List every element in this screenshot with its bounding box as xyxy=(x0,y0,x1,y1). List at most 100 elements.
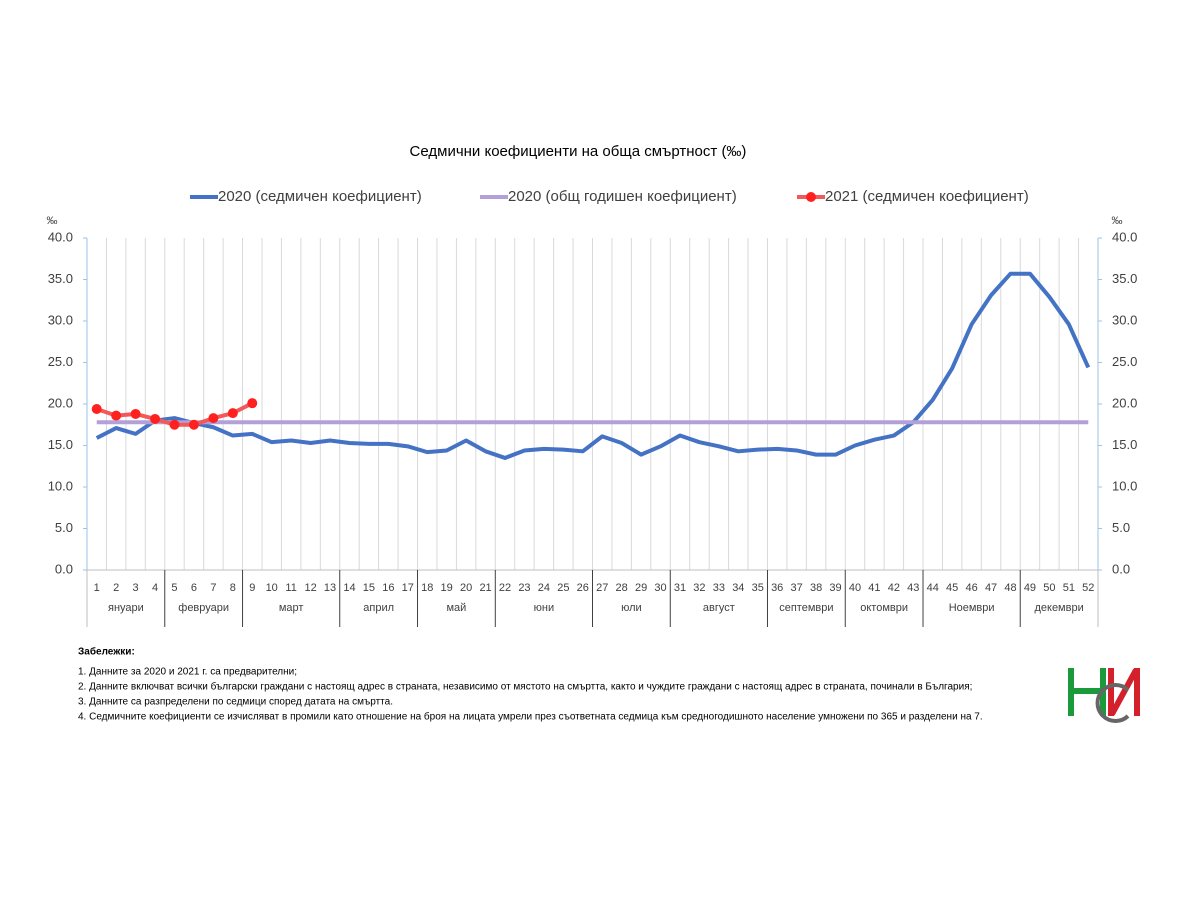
x-tick-label: 36 xyxy=(771,582,783,594)
series-marker xyxy=(227,408,238,419)
x-tick-label: 14 xyxy=(343,582,355,594)
x-tick-label: 23 xyxy=(518,582,530,594)
note-line: 4. Седмичните коефициенти се изчисляват … xyxy=(78,711,983,723)
x-tick-label: 29 xyxy=(635,582,647,594)
x-tick-label: 19 xyxy=(441,582,453,594)
x-tick-label: 43 xyxy=(907,582,919,594)
month-label: септември xyxy=(779,602,833,614)
note-line: 1. Данните за 2020 и 2021 г. са предвари… xyxy=(78,667,297,678)
x-tick-label: 27 xyxy=(596,582,608,594)
y2-axis-label: ‰ xyxy=(1112,215,1123,227)
notes-title: Забележки: xyxy=(78,646,135,658)
x-tick-label: 38 xyxy=(810,582,822,594)
x-tick-label: 32 xyxy=(693,582,705,594)
x-tick-label: 20 xyxy=(460,582,472,594)
month-label: юли xyxy=(621,602,642,614)
x-tick-label: 7 xyxy=(210,582,216,594)
x-tick-label: 22 xyxy=(499,582,511,594)
x-tick-label: 9 xyxy=(249,582,255,594)
x-tick-label: 12 xyxy=(304,582,316,594)
x-tick-label: 11 xyxy=(285,582,296,594)
x-tick-label: 39 xyxy=(829,582,841,594)
x-tick-label: 16 xyxy=(382,582,394,594)
month-label: май xyxy=(446,602,466,614)
series-marker xyxy=(130,408,141,419)
y-tick-label: 5.0 xyxy=(55,520,73,535)
x-tick-label: 6 xyxy=(191,582,197,594)
month-label: януари xyxy=(108,602,144,614)
x-tick-label: 44 xyxy=(927,582,939,594)
series-marker xyxy=(91,403,102,414)
y-tick-label: 10.0 xyxy=(48,478,73,493)
x-tick-label: 28 xyxy=(616,582,628,594)
x-tick-label: 25 xyxy=(557,582,569,594)
x-tick-label: 21 xyxy=(479,582,491,594)
y2-tick-label: 25.0 xyxy=(1112,354,1137,369)
y2-tick-label: 15.0 xyxy=(1112,437,1137,452)
y2-tick-label: 35.0 xyxy=(1112,271,1137,286)
series-marker xyxy=(111,410,122,421)
x-tick-label: 10 xyxy=(266,582,278,594)
y-tick-label: 25.0 xyxy=(48,354,73,369)
x-tick-label: 47 xyxy=(985,582,997,594)
x-tick-label: 48 xyxy=(1004,582,1016,594)
x-tick-label: 42 xyxy=(888,582,900,594)
x-tick-label: 30 xyxy=(654,582,666,594)
x-tick-label: 17 xyxy=(402,582,414,594)
series-marker xyxy=(150,413,161,424)
y2-tick-label: 10.0 xyxy=(1112,478,1137,493)
x-tick-label: 18 xyxy=(421,582,433,594)
month-label: октомври xyxy=(860,602,908,614)
x-tick-label: 5 xyxy=(171,582,177,594)
x-tick-label: 3 xyxy=(133,582,139,594)
month-label: март xyxy=(279,602,304,614)
x-tick-label: 40 xyxy=(849,582,861,594)
y-tick-label: 30.0 xyxy=(48,312,73,327)
y2-tick-label: 20.0 xyxy=(1112,395,1137,410)
x-tick-label: 8 xyxy=(230,582,236,594)
x-tick-label: 46 xyxy=(966,582,978,594)
x-tick-label: 26 xyxy=(577,582,589,594)
x-tick-label: 24 xyxy=(538,582,550,594)
x-tick-label: 1 xyxy=(94,582,100,594)
series-line xyxy=(95,271,1091,460)
month-label: Ноември xyxy=(949,602,995,614)
y-axis-label: ‰ xyxy=(47,215,58,227)
y-tick-label: 0.0 xyxy=(55,561,73,576)
month-label: декември xyxy=(1034,602,1083,614)
x-tick-label: 50 xyxy=(1043,582,1055,594)
series-marker xyxy=(169,419,180,430)
x-tick-label: 31 xyxy=(674,582,686,594)
y2-tick-label: 30.0 xyxy=(1112,312,1137,327)
x-tick-label: 15 xyxy=(363,582,375,594)
note-line: 2. Данните включват всички български гра… xyxy=(78,681,972,693)
y2-tick-label: 5.0 xyxy=(1112,520,1130,535)
month-label: юни xyxy=(534,602,554,614)
y-tick-label: 35.0 xyxy=(48,271,73,286)
legend-label: 2020 (общ годишен коефициент) xyxy=(508,188,737,205)
legend-marker xyxy=(806,192,816,202)
month-label: април xyxy=(363,602,394,614)
chart-title: Седмични коефициенти на обща смъртност (… xyxy=(410,143,747,160)
series-marker xyxy=(247,398,258,409)
x-tick-label: 13 xyxy=(324,582,336,594)
x-tick-label: 34 xyxy=(732,582,744,594)
x-tick-label: 51 xyxy=(1063,582,1075,594)
month-label: август xyxy=(703,602,735,614)
month-label: февруари xyxy=(178,602,229,614)
x-tick-label: 49 xyxy=(1024,582,1036,594)
y-tick-label: 20.0 xyxy=(48,395,73,410)
x-tick-label: 41 xyxy=(868,582,880,594)
y2-tick-label: 0.0 xyxy=(1112,561,1130,576)
y-tick-label: 40.0 xyxy=(48,229,73,244)
legend-label: 2020 (седмичен коефициент) xyxy=(218,188,422,205)
series-marker xyxy=(188,419,199,430)
x-tick-label: 45 xyxy=(946,582,958,594)
logo xyxy=(1068,668,1140,723)
series-marker xyxy=(208,413,219,424)
x-tick-label: 52 xyxy=(1082,582,1094,594)
y-tick-label: 15.0 xyxy=(48,437,73,452)
x-tick-label: 37 xyxy=(791,582,803,594)
y2-tick-label: 40.0 xyxy=(1112,229,1137,244)
